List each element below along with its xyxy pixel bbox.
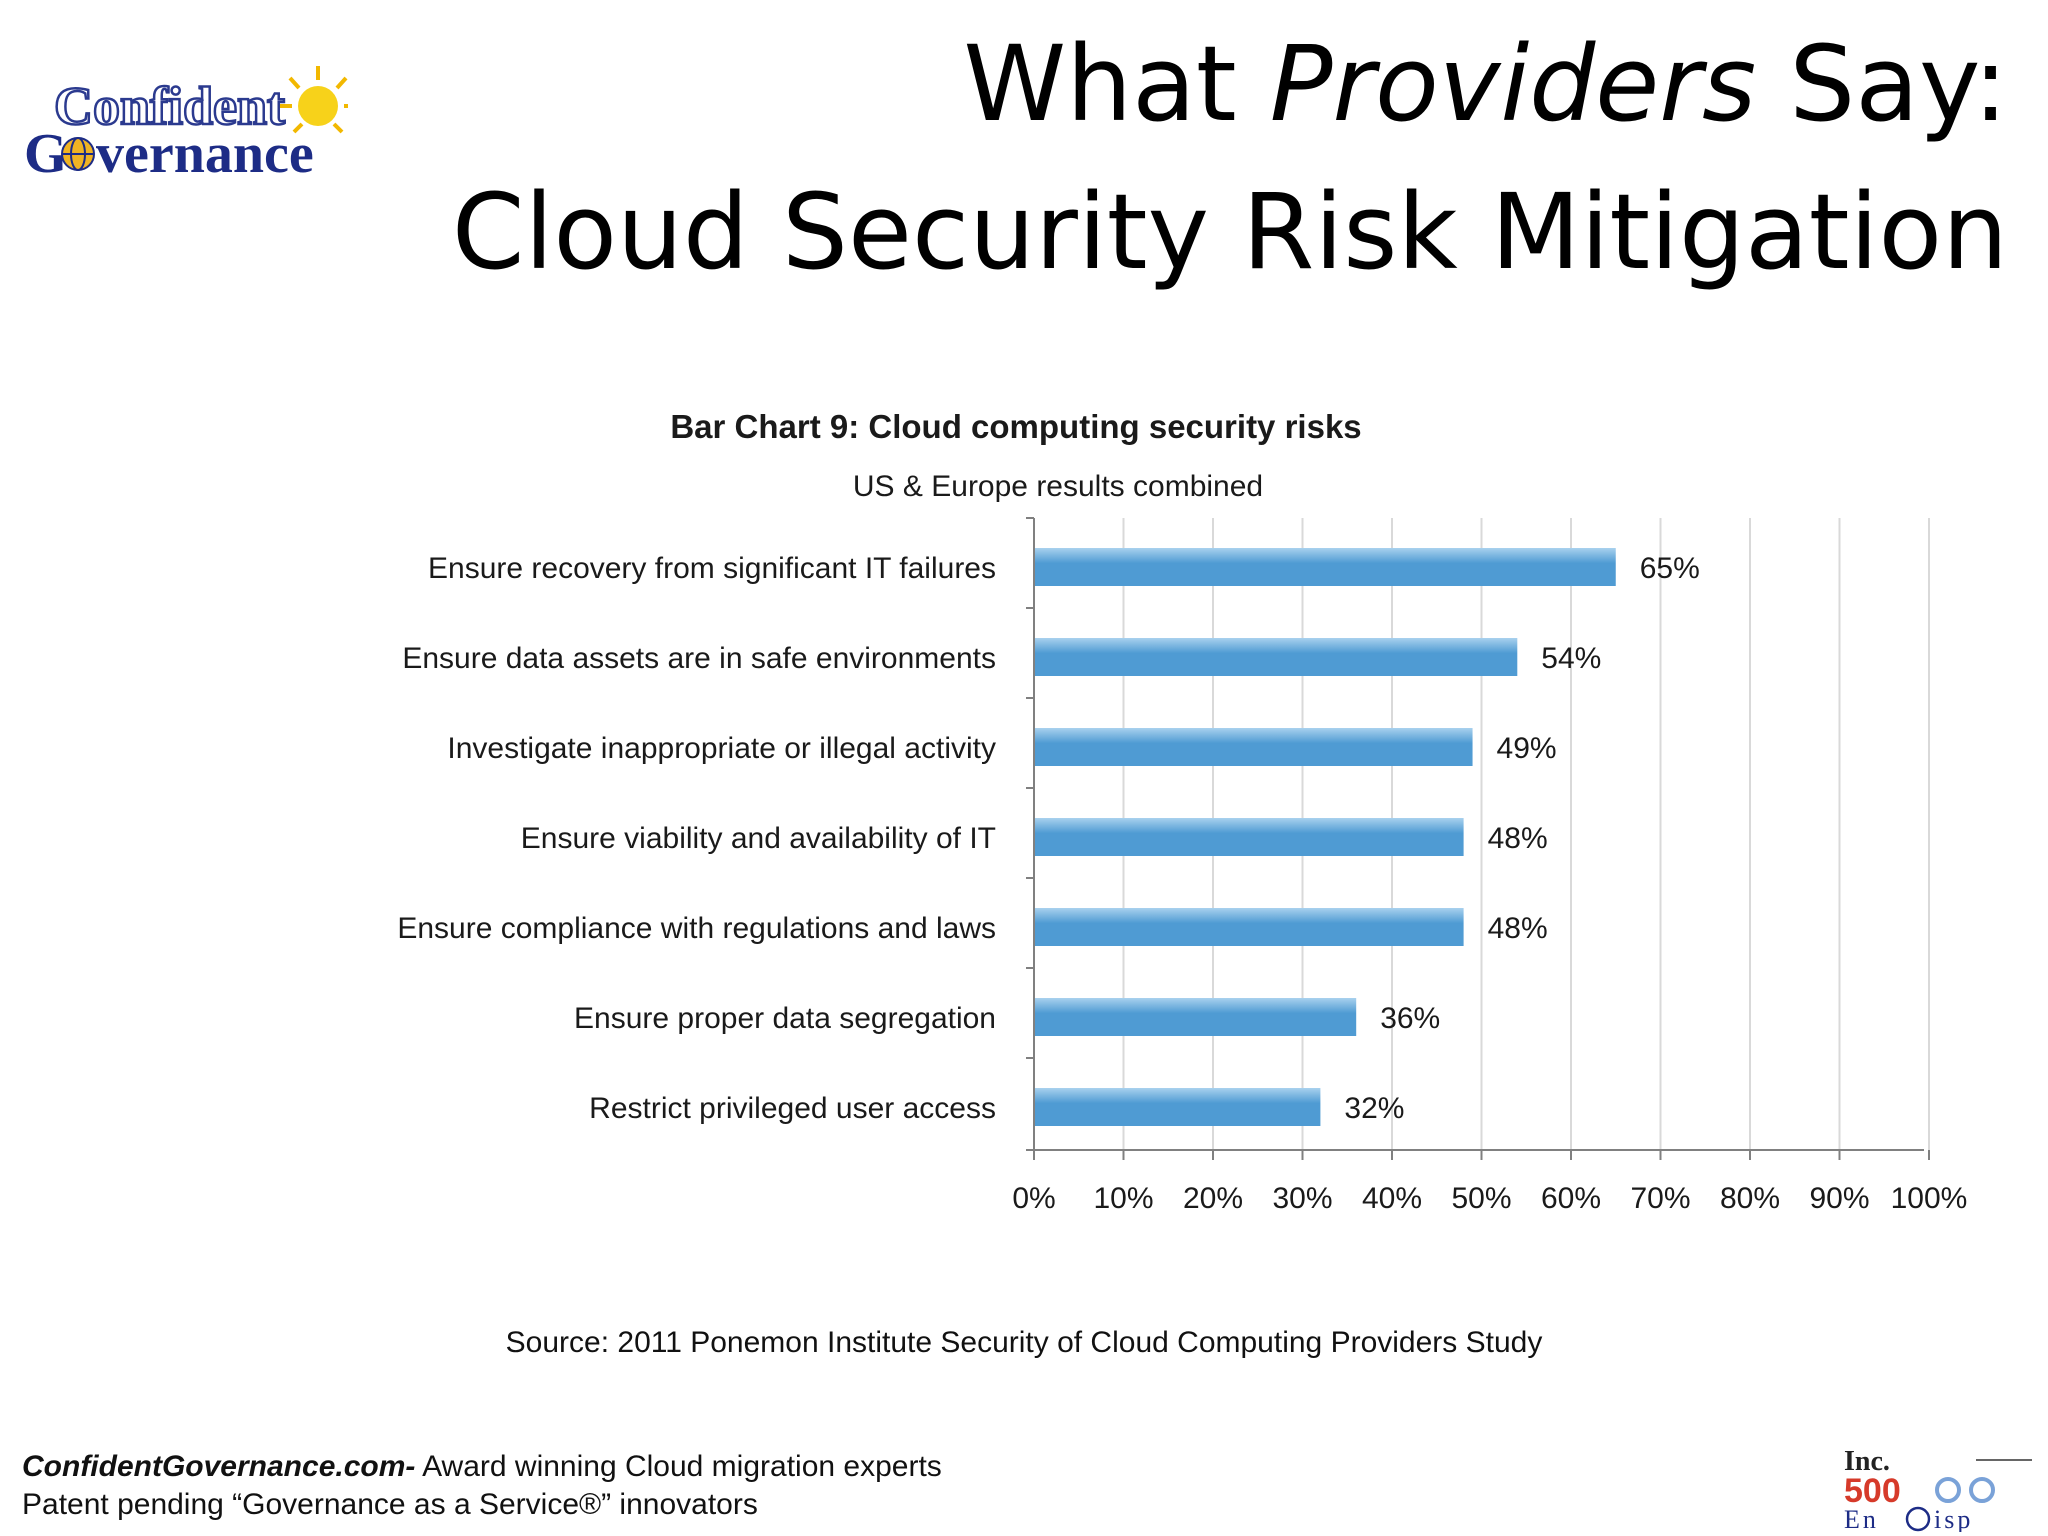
value-label: 32% <box>1344 1092 1404 1125</box>
x-tick-label: 10% <box>1093 1182 1153 1215</box>
x-tick-label: 80% <box>1720 1182 1780 1215</box>
bar <box>1035 638 1518 676</box>
globe-icon <box>61 137 95 171</box>
bar <box>1035 998 1357 1036</box>
footer-line-2: Patent pending “Governance as a Service®… <box>22 1488 758 1521</box>
value-label: 49% <box>1497 732 1557 765</box>
chart-title: Bar Chart 9: Cloud computing security ri… <box>670 408 1361 445</box>
footer-line-1: ConfidentGovernance.com- Award winning C… <box>22 1448 942 1486</box>
bar <box>1035 908 1464 946</box>
slide-title-line-1: What Providers Say: <box>963 32 2008 136</box>
x-tick-label: 70% <box>1630 1182 1690 1215</box>
bar <box>1035 1088 1321 1126</box>
category-label: Restrict privileged user access <box>589 1092 996 1125</box>
slide-title-line-2: Cloud Security Risk Mitigation <box>451 171 2008 293</box>
title-italic: Providers <box>1269 23 1757 145</box>
bar <box>1035 548 1616 586</box>
value-label: 65% <box>1640 552 1700 585</box>
title-part-1: What <box>963 23 1270 145</box>
footer: ConfidentGovernance.com- Award winning C… <box>22 1448 942 1524</box>
value-label: 54% <box>1541 642 1601 675</box>
category-label: Ensure compliance with regulations and l… <box>397 912 996 945</box>
bar <box>1035 728 1473 766</box>
footer-site: ConfidentGovernance.com- <box>22 1450 416 1483</box>
badge-en-text: En <box>1844 1505 1879 1532</box>
source-note: Source: 2011 Ponemon Institute Security … <box>505 1326 1543 1359</box>
category-label: Investigate inappropriate or illegal act… <box>447 732 996 765</box>
x-tick-label: 100% <box>1891 1182 1968 1215</box>
confident-governance-logo: Confident G vernance <box>24 66 348 185</box>
category-label: Ensure data assets are in safe environme… <box>402 642 996 675</box>
badge-c-icon <box>1905 1506 1931 1532</box>
logo-text-bottom-suffix: vernance <box>96 123 314 185</box>
value-label: 48% <box>1488 822 1548 855</box>
bar <box>1035 818 1464 856</box>
x-tick-label: 0% <box>1012 1182 1055 1215</box>
badge-isp-text: isp <box>1934 1505 1973 1532</box>
sun-icon <box>280 66 348 134</box>
x-tick-label: 60% <box>1541 1182 1601 1215</box>
x-tick-label: 20% <box>1183 1182 1243 1215</box>
logo-text-top: Confident <box>54 76 285 136</box>
chart-subtitle: US & Europe results combined <box>853 470 1263 503</box>
logo-text-bottom-prefix: G <box>24 123 68 185</box>
value-label: 48% <box>1488 912 1548 945</box>
inc-5000-badge: Inc. 500 En isp <box>1844 1446 2032 1532</box>
category-label: Ensure viability and availability of IT <box>521 822 996 855</box>
value-label: 36% <box>1380 1002 1440 1035</box>
badge-circles <box>1935 1477 1995 1503</box>
footer-tagline: Award winning Cloud migration experts <box>415 1450 942 1483</box>
category-label: Ensure proper data segregation <box>574 1002 996 1035</box>
x-tick-label: 30% <box>1272 1182 1332 1215</box>
title-part-2: Say: <box>1756 23 2008 145</box>
category-label: Ensure recovery from significant IT fail… <box>428 552 996 585</box>
x-tick-label: 90% <box>1809 1182 1869 1215</box>
badge-inc-text: Inc. <box>1844 1446 1890 1477</box>
badge-500-text: 500 <box>1844 1472 1901 1510</box>
x-tick-label: 40% <box>1362 1182 1422 1215</box>
x-tick-label: 50% <box>1451 1182 1511 1215</box>
